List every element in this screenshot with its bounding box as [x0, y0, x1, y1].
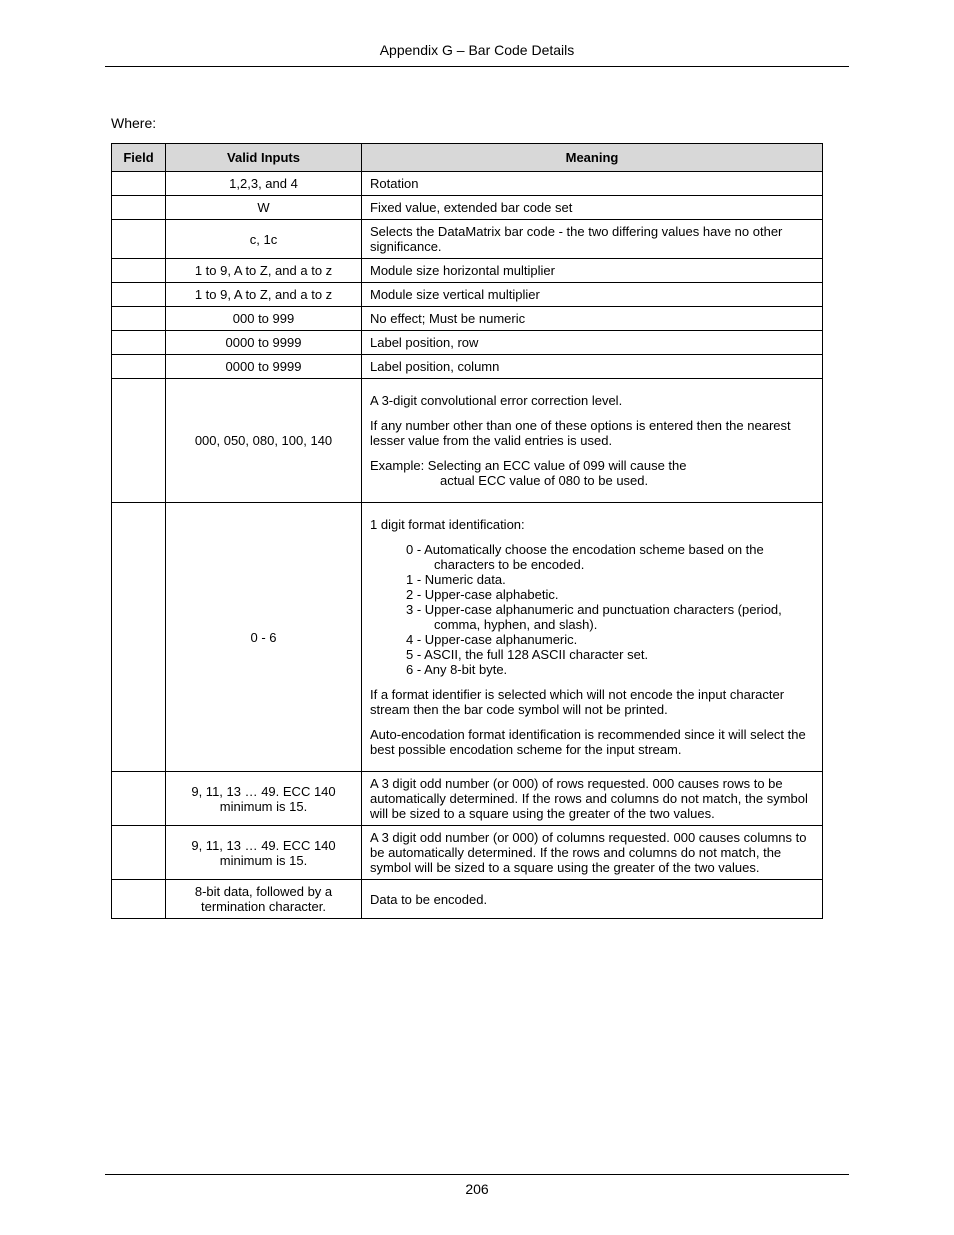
cell-valid: 1 to 9, A to Z, and a to z — [166, 259, 362, 283]
cell-field — [112, 259, 166, 283]
table-row: 1 to 9, A to Z, and a to zModule size ve… — [112, 283, 823, 307]
format-item: 6 - Any 8-bit byte. — [406, 662, 814, 677]
cell-meaning: Fixed value, extended bar code set — [362, 196, 823, 220]
cell-valid: 0 - 6 — [166, 503, 362, 772]
cell-field — [112, 379, 166, 503]
table-row: 1 to 9, A to Z, and a to zModule size ho… — [112, 259, 823, 283]
page-header-title: Appendix G – Bar Code Details — [105, 42, 849, 67]
cell-field — [112, 172, 166, 196]
table-row: WFixed value, extended bar code set — [112, 196, 823, 220]
cell-meaning: A 3-digit convolutional error correction… — [362, 379, 823, 503]
cell-meaning: Data to be encoded. — [362, 880, 823, 919]
table-row: 1,2,3, and 4Rotation — [112, 172, 823, 196]
page: Appendix G – Bar Code Details Where: Fie… — [0, 0, 954, 1235]
page-footer: 206 — [105, 1174, 849, 1197]
table-row: 8-bit data, followed by a termination ch… — [112, 880, 823, 919]
cell-field — [112, 307, 166, 331]
cell-valid: 1 to 9, A to Z, and a to z — [166, 283, 362, 307]
table-row: 0000 to 9999Label position, row — [112, 331, 823, 355]
intro-text: Where: — [105, 115, 849, 131]
cell-meaning: Module size horizontal multiplier — [362, 259, 823, 283]
cell-meaning: A 3 digit odd number (or 000) of columns… — [362, 826, 823, 880]
cell-valid: 0000 to 9999 — [166, 331, 362, 355]
cell-valid: 9, 11, 13 … 49. ECC 140 minimum is 15. — [166, 826, 362, 880]
page-number: 206 — [465, 1181, 488, 1197]
format-item: 1 - Numeric data. — [406, 572, 814, 587]
cell-field — [112, 772, 166, 826]
cell-valid: 1,2,3, and 4 — [166, 172, 362, 196]
table-row: 000 to 999No effect; Must be numeric — [112, 307, 823, 331]
ecc-example: Example: Selecting an ECC value of 099 w… — [370, 458, 814, 488]
format-p3: Auto-encodation format identification is… — [370, 727, 814, 757]
cell-field — [112, 331, 166, 355]
cell-meaning: Rotation — [362, 172, 823, 196]
cell-valid: 000 to 999 — [166, 307, 362, 331]
cell-field — [112, 220, 166, 259]
table-row: c, 1cSelects the DataMatrix bar code - t… — [112, 220, 823, 259]
table-row: 9, 11, 13 … 49. ECC 140 minimum is 15.A … — [112, 772, 823, 826]
spec-table: Field Valid Inputs Meaning 1,2,3, and 4R… — [111, 143, 823, 919]
table-row: 9, 11, 13 … 49. ECC 140 minimum is 15.A … — [112, 826, 823, 880]
cell-field — [112, 826, 166, 880]
table-row: 0 - 6 1 digit format identification: 0 - A… — [112, 503, 823, 772]
ecc-p1: A 3-digit convolutional error correction… — [370, 393, 814, 408]
cell-field — [112, 880, 166, 919]
ecc-example-l1: Example: Selecting an ECC value of 099 w… — [370, 458, 814, 473]
cell-valid: 0000 to 9999 — [166, 355, 362, 379]
format-item: 4 - Upper-case alphanumeric. — [406, 632, 814, 647]
format-item: 2 - Upper-case alphabetic. — [406, 587, 814, 602]
cell-valid: W — [166, 196, 362, 220]
cell-meaning: Selects the DataMatrix bar code - the tw… — [362, 220, 823, 259]
cell-field — [112, 196, 166, 220]
format-list: 0 - Automatically choose the encodation … — [370, 542, 814, 677]
table-row: 000, 050, 080, 100, 140 A 3-digit convolu… — [112, 379, 823, 503]
cell-field — [112, 503, 166, 772]
cell-meaning: A 3 digit odd number (or 000) of rows re… — [362, 772, 823, 826]
format-head: 1 digit format identification: — [370, 517, 814, 532]
ecc-example-l2: actual ECC value of 080 to be used. — [370, 473, 814, 488]
format-p2: If a format identifier is selected which… — [370, 687, 814, 717]
format-item: 0 - Automatically choose the encodation … — [406, 542, 814, 572]
col-header-meaning: Meaning — [362, 144, 823, 172]
format-item: 3 - Upper-case alphanumeric and punctuat… — [406, 602, 814, 632]
cell-field — [112, 283, 166, 307]
format-item: 5 - ASCII, the full 128 ASCII character … — [406, 647, 814, 662]
cell-meaning: 1 digit format identification: 0 - Automa… — [362, 503, 823, 772]
col-header-field: Field — [112, 144, 166, 172]
cell-meaning: No effect; Must be numeric — [362, 307, 823, 331]
table-header-row: Field Valid Inputs Meaning — [112, 144, 823, 172]
cell-valid: c, 1c — [166, 220, 362, 259]
table-row: 0000 to 9999Label position, column — [112, 355, 823, 379]
cell-meaning: Module size vertical multiplier — [362, 283, 823, 307]
ecc-p2: If any number other than one of these op… — [370, 418, 814, 448]
cell-field — [112, 355, 166, 379]
cell-valid: 000, 050, 080, 100, 140 — [166, 379, 362, 503]
cell-meaning: Label position, row — [362, 331, 823, 355]
cell-valid: 9, 11, 13 … 49. ECC 140 minimum is 15. — [166, 772, 362, 826]
cell-valid: 8-bit data, followed by a termination ch… — [166, 880, 362, 919]
col-header-valid: Valid Inputs — [166, 144, 362, 172]
cell-meaning: Label position, column — [362, 355, 823, 379]
